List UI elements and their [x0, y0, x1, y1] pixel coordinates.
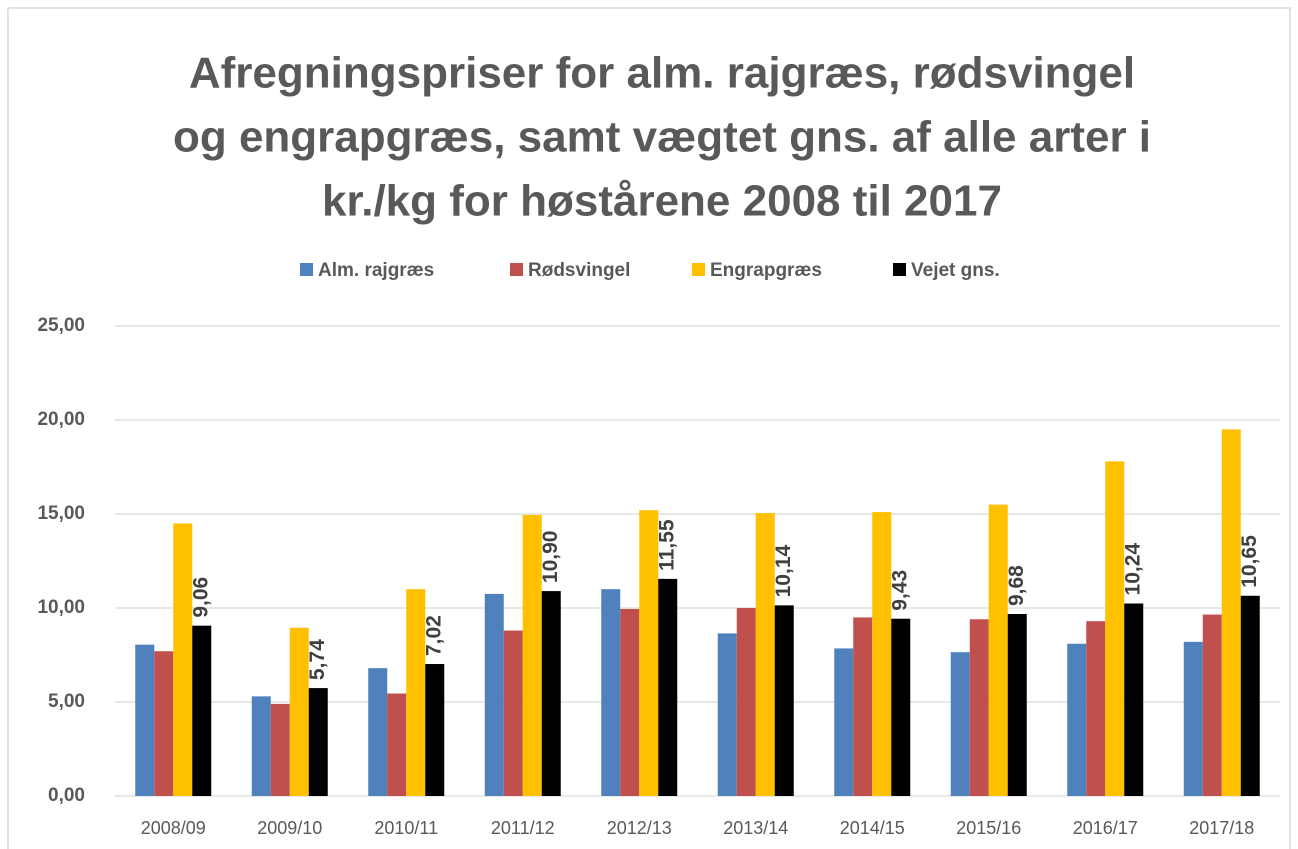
y-tick-label: 20,00 [37, 409, 85, 430]
bar [969, 619, 989, 796]
bar [774, 605, 794, 796]
bar [1124, 603, 1144, 796]
bar [522, 514, 542, 796]
bar [270, 703, 290, 796]
bar [173, 523, 193, 796]
x-tick-label: 2017/18 [1189, 818, 1254, 838]
x-tick-label: 2014/15 [840, 818, 905, 838]
y-tick-label: 15,00 [37, 503, 85, 524]
bar [639, 510, 659, 796]
y-tick-label: 5,00 [48, 691, 85, 712]
bar [601, 589, 621, 796]
legend-label: Vejet gns. [911, 260, 1000, 281]
bar [135, 644, 155, 796]
bar [308, 688, 328, 796]
y-tick-label: 25,00 [37, 315, 85, 336]
bar [891, 618, 911, 796]
bar [154, 651, 174, 796]
bar [853, 617, 873, 796]
legend-swatch [300, 263, 313, 276]
data-label: 10,24 [1121, 543, 1144, 596]
y-tick-label: 10,00 [37, 597, 85, 618]
bar [872, 512, 892, 796]
bar [1086, 621, 1106, 796]
legend-label: Engrapgræs [710, 260, 822, 281]
bar [1007, 614, 1027, 796]
bar [251, 696, 271, 796]
data-label: 11,55 [655, 519, 678, 571]
x-tick-label: 2012/13 [607, 818, 672, 838]
bar [755, 513, 775, 796]
data-label: 9,06 [189, 577, 212, 618]
bar [192, 625, 212, 796]
bar [736, 608, 756, 796]
x-tick-label: 2010/11 [374, 818, 438, 838]
bar [658, 578, 678, 796]
x-tick-label: 2013/14 [723, 818, 788, 838]
chart-title: Afregningspriser for alm. rajgræs, rødsv… [189, 49, 1135, 98]
bar [834, 648, 854, 796]
data-label: 9,68 [1005, 565, 1028, 606]
chart-title: kr./kg for høstårene 2008 til 2017 [322, 177, 1002, 226]
data-label: 10,65 [1238, 535, 1261, 588]
legend-swatch [692, 263, 705, 276]
data-label: 7,02 [422, 615, 445, 656]
y-tick-label: 0,00 [48, 785, 85, 806]
legend-label: Alm. rajgræs [318, 260, 434, 281]
bar [1105, 461, 1125, 796]
bar [484, 593, 504, 796]
bar [1221, 429, 1241, 796]
bar [425, 664, 445, 796]
bar [950, 652, 970, 796]
bar [717, 633, 737, 796]
data-label: 10,14 [772, 544, 795, 597]
bar [1067, 643, 1087, 796]
bar [1183, 641, 1203, 796]
x-tick-label: 2008/09 [141, 818, 206, 838]
legend-swatch [893, 263, 906, 276]
x-tick-label: 2011/12 [491, 818, 555, 838]
legend-swatch [510, 263, 523, 276]
bar [368, 668, 388, 796]
data-label: 9,43 [888, 570, 911, 611]
bar [289, 627, 309, 796]
bar [620, 608, 640, 796]
legend-label: Rødsvingel [528, 260, 630, 281]
bar [1202, 614, 1222, 796]
x-tick-label: 2016/17 [1073, 818, 1138, 838]
data-label: 5,74 [306, 639, 329, 680]
chart-title: og engrapgræs, samt vægtet gns. af alle … [173, 113, 1151, 162]
bar [988, 504, 1008, 796]
bar [503, 630, 523, 796]
bar [406, 589, 426, 796]
bar [387, 693, 407, 796]
x-tick-label: 2009/10 [257, 818, 322, 838]
data-label: 10,90 [539, 531, 562, 584]
bar [541, 591, 561, 796]
bar [1240, 595, 1260, 796]
x-tick-label: 2015/16 [956, 818, 1021, 838]
